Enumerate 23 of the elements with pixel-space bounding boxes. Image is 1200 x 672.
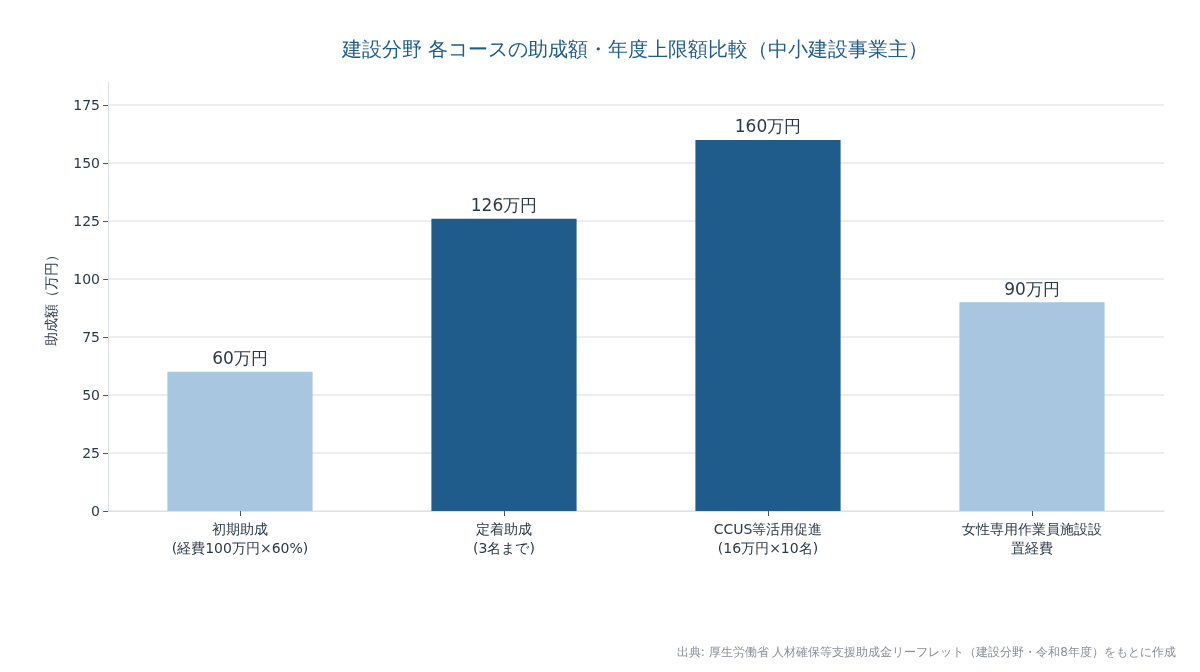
bar <box>167 371 313 511</box>
x-tick-label: 初期助成 (経費100万円×60%) <box>171 520 309 556</box>
source-note: 出典: 厚生労働省 人材確保等支援助成金リーフレット（建設分野・令和8年度）をもとに作成 <box>676 645 1177 659</box>
data-label: 126万円 <box>470 195 538 216</box>
y-tick-label: 100 <box>73 271 100 288</box>
y-tick-label: 0 <box>91 503 100 519</box>
y-axis-title: 助成額（万円） <box>43 247 59 346</box>
x-tick-label: 女性専用作業員施設設置経費 <box>962 520 1102 556</box>
x-tick-label: 定着助成 (3名まで) <box>473 520 535 556</box>
y-tick-label: 175 <box>73 97 100 114</box>
x-tick-label: CCUS等活用促進 (16万円×10名) <box>713 520 823 556</box>
y-tick-label: 75 <box>82 329 100 346</box>
chart-title: 建設分野 各コースの助成額・年度上限額比較（中小建設事業主） <box>340 37 929 61</box>
y-tick-label: 25 <box>82 445 100 462</box>
bar <box>695 139 841 511</box>
y-tick-label: 50 <box>82 387 100 404</box>
y-tick-label: 125 <box>73 213 100 230</box>
data-label: 60万円 <box>212 348 268 369</box>
y-tick-label: 150 <box>73 155 100 172</box>
bar <box>431 218 577 511</box>
bar <box>959 302 1105 511</box>
data-label: 160万円 <box>734 116 802 137</box>
data-label: 90万円 <box>1004 278 1060 299</box>
